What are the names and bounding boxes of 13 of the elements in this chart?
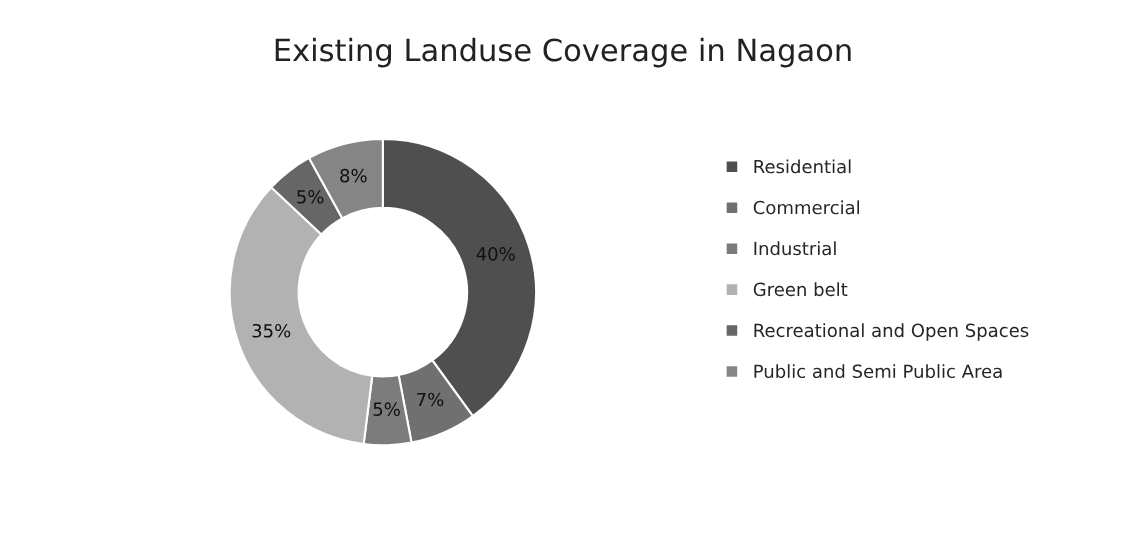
- data-label: 5%: [373, 402, 400, 416]
- data-label: 8%: [340, 168, 367, 183]
- legend-label: Residential: [754, 159, 851, 174]
- data-label: 5%: [297, 189, 324, 204]
- data-label: 35%: [252, 323, 291, 338]
- legend-label: Public and Semi Public Area: [754, 364, 1002, 379]
- legend-label: Industrial: [754, 241, 836, 256]
- chart-title: Existing Landuse Coverage in Nagaon: [275, 37, 851, 68]
- data-label: 7%: [417, 392, 444, 407]
- data-label: 40%: [476, 247, 515, 261]
- legend-label: Commercial: [753, 200, 859, 215]
- legend-label: Green belt: [753, 282, 848, 297]
- legend-label: Recreational and Open Spaces: [754, 323, 1029, 341]
